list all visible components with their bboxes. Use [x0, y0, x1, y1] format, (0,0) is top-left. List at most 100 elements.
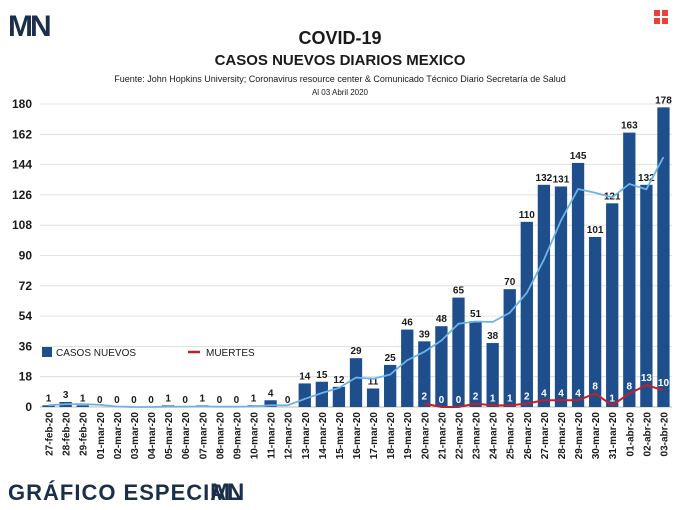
y-tick-label: 108: [12, 218, 32, 232]
bar-value-label: 39: [419, 329, 431, 340]
x-tick-label: 29-mar-20: [574, 412, 585, 460]
deaths-value-label: 2: [473, 392, 479, 403]
x-tick-label: 13-mar-20: [301, 412, 312, 460]
x-tick-label: 07-mar-20: [198, 412, 209, 460]
y-tick-label: 144: [12, 158, 32, 172]
deaths-value-label: 8: [627, 382, 633, 393]
x-tick-label: 14-mar-20: [318, 412, 329, 460]
bar: [588, 236, 602, 407]
deaths-value-label: 4: [541, 388, 547, 399]
deaths-value-label: 4: [575, 388, 581, 399]
bar-value-label: 70: [504, 277, 516, 288]
bar-value-label: 65: [453, 286, 465, 297]
x-tick-label: 06-mar-20: [181, 412, 192, 460]
bar-value-label: 0: [285, 395, 291, 406]
x-tick-label: 02-abr-20: [642, 412, 653, 457]
x-tick-label: 09-mar-20: [232, 412, 243, 460]
deaths-value-label: 2: [524, 392, 530, 403]
footer-title: GRÁFICO ESPECIAL: [8, 480, 242, 505]
deaths-value-label: 10: [658, 378, 670, 389]
x-tick-label: 24-mar-20: [489, 412, 500, 460]
deaths-value-label: 1: [490, 393, 496, 404]
bar-value-label: 11: [368, 376, 379, 387]
bar-value-label: 12: [333, 375, 345, 386]
bar-value-label: 1: [165, 393, 171, 404]
x-tick-label: 02-mar-20: [113, 412, 124, 460]
grid-icon-cell: [654, 18, 660, 24]
grid-icon-cell: [662, 18, 668, 24]
bar: [401, 329, 414, 407]
bar-value-label: 0: [234, 395, 240, 406]
x-tick-label: 31-mar-20: [608, 412, 619, 460]
x-tick-label: 15-mar-20: [335, 412, 346, 460]
x-tick-label: 16-mar-20: [352, 412, 363, 460]
deaths-value-label: 1: [609, 393, 615, 404]
bar-value-label: 0: [217, 395, 223, 406]
bar: [554, 186, 568, 407]
bar-value-label: 38: [487, 331, 499, 342]
brand-logo: MN: [6, 8, 58, 48]
deaths-value-label: 2: [422, 392, 428, 403]
logo-text: MN: [8, 10, 52, 43]
bar-value-label: 178: [655, 95, 672, 106]
bar: [435, 326, 448, 407]
bar: [571, 162, 585, 407]
bar: [76, 405, 89, 407]
bar: [332, 386, 346, 407]
bar-value-label: 132: [638, 173, 655, 184]
bar: [640, 184, 653, 407]
bar-value-label: 4: [268, 388, 274, 399]
bar: [349, 358, 363, 407]
bar: [366, 388, 380, 407]
x-tick-label: 03-abr-20: [659, 412, 670, 457]
deaths-value-label: 13: [641, 373, 653, 384]
legend-label-cases: CASOS NUEVOS: [56, 348, 136, 359]
x-tick-label: 11-mar-20: [267, 412, 278, 459]
x-tick-label: 27-feb-20: [45, 412, 56, 456]
y-tick-label: 180: [12, 97, 32, 111]
y-tick-label: 36: [19, 339, 33, 353]
footer-logo: MN: [210, 479, 244, 506]
bar-value-label: 145: [570, 151, 587, 162]
x-tick-label: 20-mar-20: [420, 412, 431, 460]
logo-badge: [6, 8, 56, 46]
bar-value-label: 15: [316, 370, 328, 381]
bar: [537, 184, 551, 407]
chart-source: Fuente: John Hopkins University; Coronav…: [114, 74, 566, 84]
bar-value-label: 0: [148, 395, 154, 406]
bar: [298, 383, 311, 407]
bar-value-label: 0: [114, 395, 120, 406]
x-tick-label: 08-mar-20: [215, 412, 226, 460]
y-tick-label: 162: [12, 127, 32, 141]
x-tick-label: 17-mar-20: [369, 412, 380, 460]
bar-value-label: 110: [519, 210, 536, 221]
bar-value-label: 0: [131, 395, 137, 406]
deaths-value-label: 4: [558, 388, 564, 399]
bar: [315, 381, 328, 407]
bar-value-label: 29: [350, 346, 362, 357]
bar: [486, 343, 499, 407]
x-tick-label: 28-mar-20: [557, 412, 568, 460]
bar: [606, 203, 619, 407]
bar: [42, 405, 55, 407]
x-tick-label: 10-mar-20: [250, 412, 261, 460]
bar: [264, 400, 277, 407]
y-tick-label: 18: [19, 370, 33, 384]
deaths-value-label: 1: [507, 393, 513, 404]
bar-value-label: 1: [251, 393, 257, 404]
grid-icon-cell: [654, 10, 660, 16]
deaths-value-label: 0: [456, 395, 462, 406]
bar-value-label: 132: [536, 173, 553, 184]
deaths-value-label: 8: [592, 382, 598, 393]
legend-label-deaths: MUERTES: [206, 348, 255, 359]
x-tick-label: 28-feb-20: [62, 412, 73, 456]
bar: [657, 107, 670, 407]
x-tick-label: 12-mar-20: [284, 412, 295, 460]
x-tick-label: 05-mar-20: [164, 412, 175, 460]
bar-value-label: 101: [587, 225, 604, 236]
bar-value-label: 163: [621, 121, 638, 132]
grid-icon[interactable]: [654, 10, 668, 24]
bar-value-label: 3: [63, 390, 69, 401]
y-tick-label: 126: [12, 188, 32, 202]
x-tick-label: 25-mar-20: [506, 412, 517, 460]
